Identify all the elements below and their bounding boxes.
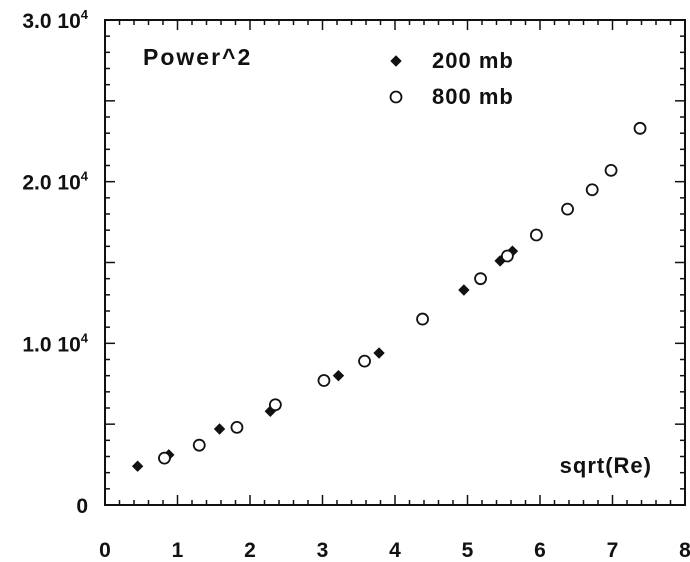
- y-tick-label: 2.0 104: [22, 169, 88, 195]
- point-800mb: [500, 249, 514, 263]
- x-tick-label: 8: [679, 539, 690, 562]
- x-axis-label: sqrt(Re): [560, 453, 652, 478]
- point-800mb: [268, 398, 282, 412]
- point-800mb: [230, 420, 244, 434]
- x-tick-label: 4: [389, 539, 401, 562]
- point-800mb: [416, 312, 429, 326]
- x-tick-label: 7: [607, 539, 619, 562]
- point-800mb: [317, 374, 331, 387]
- point-800mb: [474, 272, 487, 286]
- x-tick-label: 5: [462, 539, 474, 562]
- point-800mb: [604, 163, 618, 177]
- point-200mb: [332, 369, 345, 382]
- data-points: [131, 121, 647, 472]
- point-200mb: [373, 347, 385, 359]
- y-tick-label: 1.0 104: [22, 330, 88, 356]
- point-800mb: [192, 438, 206, 452]
- point-200mb: [131, 460, 144, 472]
- legend-marker: [390, 55, 402, 67]
- y-axis-ticks: 0 1.0 104 2.0 104 3.0 104: [22, 7, 685, 518]
- point-200mb: [458, 284, 470, 296]
- legend-label: 800 mb: [432, 84, 514, 109]
- legend: 200 mb 800 mb: [389, 48, 514, 109]
- point-200mb: [213, 423, 226, 435]
- point-800mb: [529, 228, 543, 242]
- x-tick-label: 2: [244, 539, 256, 562]
- y-tick-label: 0: [76, 495, 88, 518]
- legend-marker: [389, 90, 403, 104]
- point-800mb: [561, 202, 574, 216]
- x-tick-label: 6: [534, 539, 546, 562]
- x-axis-ticks: 0 1 2 3 4 5 6 7 8: [99, 20, 690, 562]
- chart-title: Power^2: [143, 44, 252, 70]
- point-800mb: [585, 183, 599, 197]
- point-800mb: [158, 451, 171, 465]
- point-800mb: [358, 354, 371, 368]
- x-tick-label: 1: [172, 539, 184, 562]
- x-tick-label: 0: [99, 539, 111, 562]
- point-800mb: [633, 121, 647, 135]
- y-tick-label: 3.0 104: [22, 7, 88, 33]
- legend-label: 200 mb: [432, 48, 514, 73]
- x-tick-label: 3: [317, 539, 329, 562]
